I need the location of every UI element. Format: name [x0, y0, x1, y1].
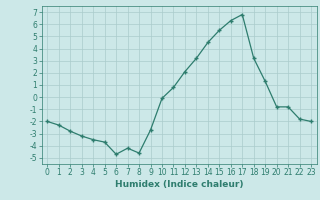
X-axis label: Humidex (Indice chaleur): Humidex (Indice chaleur)	[115, 180, 244, 189]
